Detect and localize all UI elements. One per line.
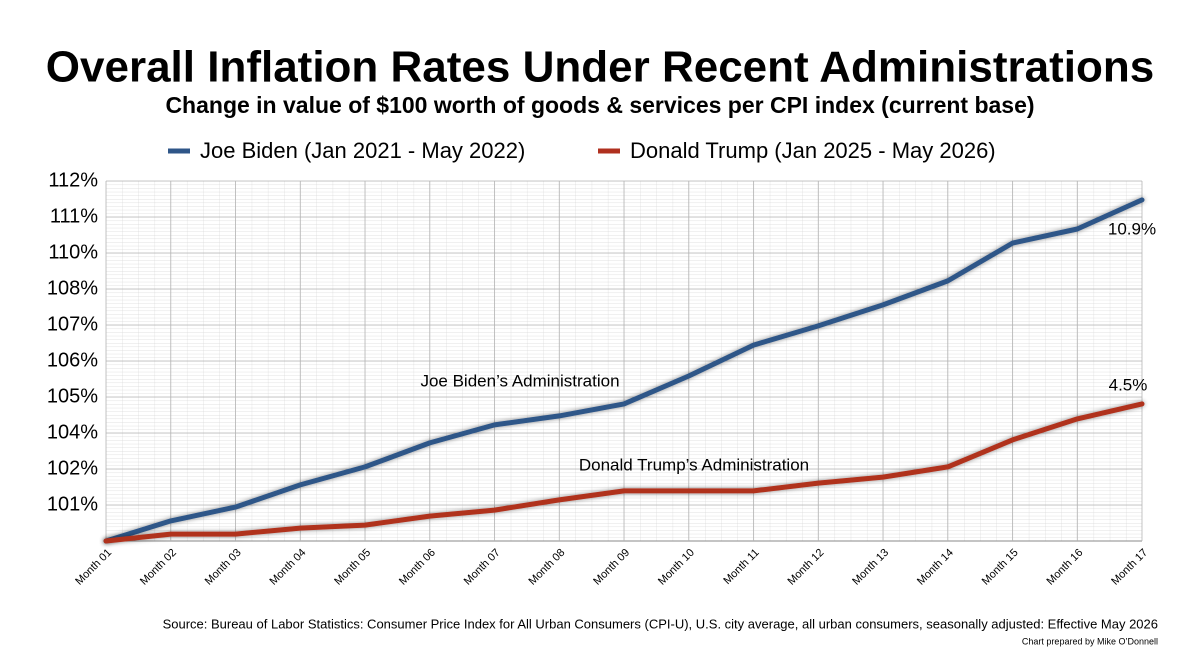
- annotation: 4.5%: [1109, 375, 1148, 394]
- chart-subtitle: Change in value of $100 worth of goods &…: [165, 92, 1034, 118]
- series-line: [103, 197, 1145, 544]
- x-tick-label: Month 05: [332, 547, 373, 588]
- y-tick-label: 105%: [47, 385, 98, 407]
- x-tick-label: Month 08: [527, 547, 568, 588]
- x-tick-label: Month 07: [462, 547, 503, 588]
- x-tick-label: Month 16: [1045, 547, 1086, 588]
- y-tick-label: 110%: [48, 241, 98, 263]
- legend: Joe Biden (Jan 2021 - May 2022) Donald Tr…: [168, 138, 996, 163]
- x-tick-label: Month 17: [1109, 547, 1150, 588]
- y-tick-label: 102%: [47, 457, 98, 479]
- x-tick-label: Month 01: [73, 547, 114, 588]
- credit: Chart prepared by Mike O’Donnell: [1022, 636, 1158, 646]
- x-tick-label: Month 13: [850, 547, 891, 588]
- x-tick-label: Month 06: [397, 547, 438, 588]
- y-tick-label: 106%: [47, 349, 98, 371]
- y-tick-label: 101%: [47, 493, 98, 515]
- x-tick-label: Month 15: [980, 547, 1021, 588]
- y-tick-label: 112%: [48, 169, 98, 191]
- x-tick-label: Month 12: [786, 547, 827, 588]
- annotation: 10.9%: [1108, 219, 1156, 238]
- y-tick-label: 108%: [47, 277, 98, 299]
- y-tick-label: 104%: [47, 421, 98, 443]
- legend-label: Donald Trump (Jan 2025 - May 2026): [630, 138, 996, 163]
- y-tick-label: 111%: [50, 205, 98, 227]
- x-tick-label: Month 03: [203, 547, 244, 588]
- annotation: Joe Biden’s Administration: [420, 371, 619, 390]
- x-tick-label: Month 04: [268, 547, 309, 588]
- annotation: Donald Trump’s Administration: [579, 455, 809, 474]
- x-tick-label: Month 14: [915, 547, 956, 588]
- series-line: [103, 401, 1145, 544]
- y-tick-label: 107%: [47, 313, 98, 335]
- x-tick-label: Month 10: [656, 547, 697, 588]
- chart-title: Overall Inflation Rates Under Recent Adm…: [46, 43, 1154, 92]
- x-tick-label: Month 02: [138, 547, 179, 588]
- x-tick-label: Month 09: [591, 547, 632, 588]
- x-tick-label: Month 11: [721, 547, 761, 587]
- legend-label: Joe Biden (Jan 2021 - May 2022): [200, 138, 525, 163]
- source: Source: Bureau of Labor Statistics: Cons…: [163, 616, 1158, 631]
- plot: [103, 197, 1145, 544]
